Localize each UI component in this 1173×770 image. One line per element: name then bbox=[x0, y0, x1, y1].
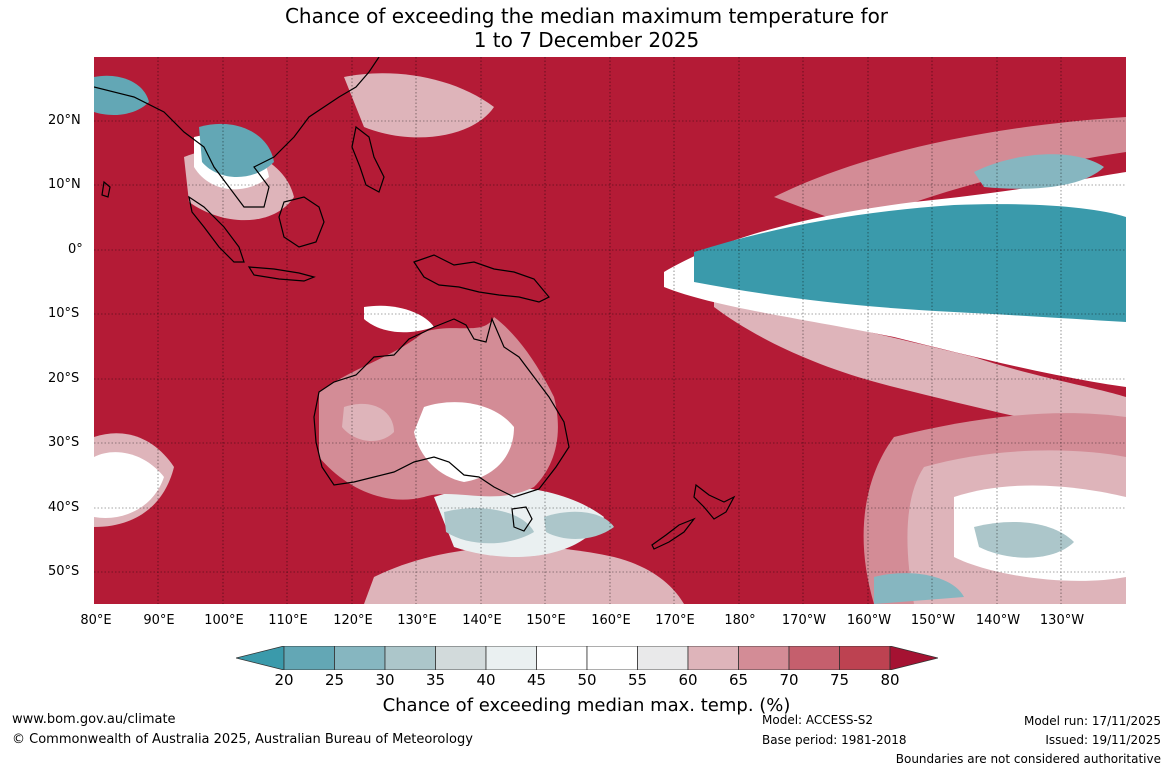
model-name: Model: ACCESS-S2 bbox=[762, 713, 874, 727]
asia-coastline bbox=[94, 57, 380, 208]
graticule bbox=[94, 57, 1126, 604]
colorbar-tick-label: 80 bbox=[880, 671, 900, 689]
colorbar-segment bbox=[334, 646, 386, 670]
colorbar-segment bbox=[586, 646, 638, 670]
lon-label-170w: 170°W bbox=[781, 613, 827, 628]
new-guinea-coastline bbox=[413, 254, 550, 303]
lon-label-110e: 110°E bbox=[268, 613, 308, 628]
colorbar-segment bbox=[536, 646, 588, 670]
probability-map bbox=[94, 57, 1126, 604]
lon-label-160e: 160°E bbox=[591, 613, 631, 628]
lon-label-170e: 170°E bbox=[655, 613, 695, 628]
lon-label-140w: 140°W bbox=[975, 613, 1021, 628]
lon-label-180: 180° bbox=[724, 613, 756, 628]
java-coastline bbox=[247, 266, 316, 282]
model-run: Model run: 17/11/2025 bbox=[1023, 714, 1161, 728]
colorbar-tick-label: 30 bbox=[375, 671, 395, 689]
lat-label-50s: 50°S bbox=[48, 564, 80, 579]
lat-label-40s: 40°S bbox=[48, 500, 80, 515]
colorbar-tick-label: 75 bbox=[829, 671, 850, 689]
lon-label-100e: 100°E bbox=[204, 613, 244, 628]
lat-label-0: 0° bbox=[68, 242, 83, 257]
lon-label-140e: 140°E bbox=[462, 613, 502, 628]
colorbar-segment bbox=[687, 646, 739, 670]
colorbar-segment bbox=[435, 646, 487, 670]
philippines-coastline bbox=[351, 125, 385, 193]
lon-label-80e: 80°E bbox=[80, 613, 112, 628]
colorbar-tick-label: 40 bbox=[476, 671, 496, 689]
colorbar-tick-label: 55 bbox=[627, 671, 648, 689]
colorbar-tick-label: 65 bbox=[728, 671, 749, 689]
colorbar-tick-label: 45 bbox=[526, 671, 547, 689]
colorbar-segment bbox=[738, 646, 790, 670]
colorbar-arrow-low bbox=[236, 646, 285, 670]
probability-shading bbox=[94, 73, 1126, 604]
lon-label-150w: 150°W bbox=[910, 613, 956, 628]
borneo-coastline bbox=[278, 196, 325, 248]
colorbar-tick-label: 20 bbox=[274, 671, 294, 689]
issued-date: Issued: 19/11/2025 bbox=[1045, 733, 1161, 747]
coastlines bbox=[94, 57, 736, 550]
colorbar-segment bbox=[384, 646, 436, 670]
base-period: Base period: 1981-2018 bbox=[762, 733, 907, 747]
copyright-text: © Commonwealth of Australia 2025, Austra… bbox=[12, 732, 473, 747]
title-line-1: Chance of exceeding the median maximum t… bbox=[284, 4, 889, 28]
colorbar-tick-label: 35 bbox=[425, 671, 446, 689]
lon-label-160w: 160°W bbox=[846, 613, 892, 628]
colorbar-segment bbox=[788, 646, 840, 670]
lon-label-90e: 90°E bbox=[143, 613, 175, 628]
map-canvas bbox=[94, 57, 1126, 604]
colorbar-tick-label: 70 bbox=[779, 671, 799, 689]
colorbar-tick-label: 50 bbox=[577, 671, 597, 689]
lat-label-20n: 20°N bbox=[48, 113, 81, 128]
colorbar-segment bbox=[283, 646, 335, 670]
lat-label-20s: 20°S bbox=[48, 371, 80, 386]
tasmania-coastline bbox=[511, 506, 533, 532]
colorbar-title: Chance of exceeding median max. temp. (%… bbox=[382, 695, 791, 716]
lon-label-130e: 130°E bbox=[397, 613, 437, 628]
new-zealand-south bbox=[651, 517, 696, 550]
sri-lanka bbox=[101, 180, 111, 198]
colorbar-tick-label: 60 bbox=[678, 671, 698, 689]
lat-label-10n: 10°N bbox=[48, 177, 81, 192]
website-link[interactable]: www.bom.gov.au/climate bbox=[12, 712, 176, 727]
title-line-2: 1 to 7 December 2025 bbox=[473, 28, 700, 52]
colorbar-segment bbox=[637, 646, 689, 670]
lat-label-30s: 30°S bbox=[48, 435, 80, 450]
lat-label-10s: 10°S bbox=[48, 306, 80, 321]
australia-coastline bbox=[313, 317, 570, 498]
colorbar-arrow-high bbox=[889, 646, 938, 670]
lon-label-120e: 120°E bbox=[333, 613, 373, 628]
map-title: Chance of exceeding the median maximum t… bbox=[0, 4, 1173, 52]
colorbar-segment bbox=[485, 646, 537, 670]
new-zealand-north bbox=[693, 483, 736, 520]
sumatra-coastline bbox=[188, 195, 245, 263]
lon-label-130w: 130°W bbox=[1039, 613, 1085, 628]
boundary-disclaimer: Boundaries are not considered authoritat… bbox=[895, 752, 1161, 766]
colorbar-segment bbox=[839, 646, 891, 670]
colorbar bbox=[236, 646, 938, 670]
colorbar-tick-label: 25 bbox=[324, 671, 345, 689]
lon-label-150e: 150°E bbox=[526, 613, 566, 628]
